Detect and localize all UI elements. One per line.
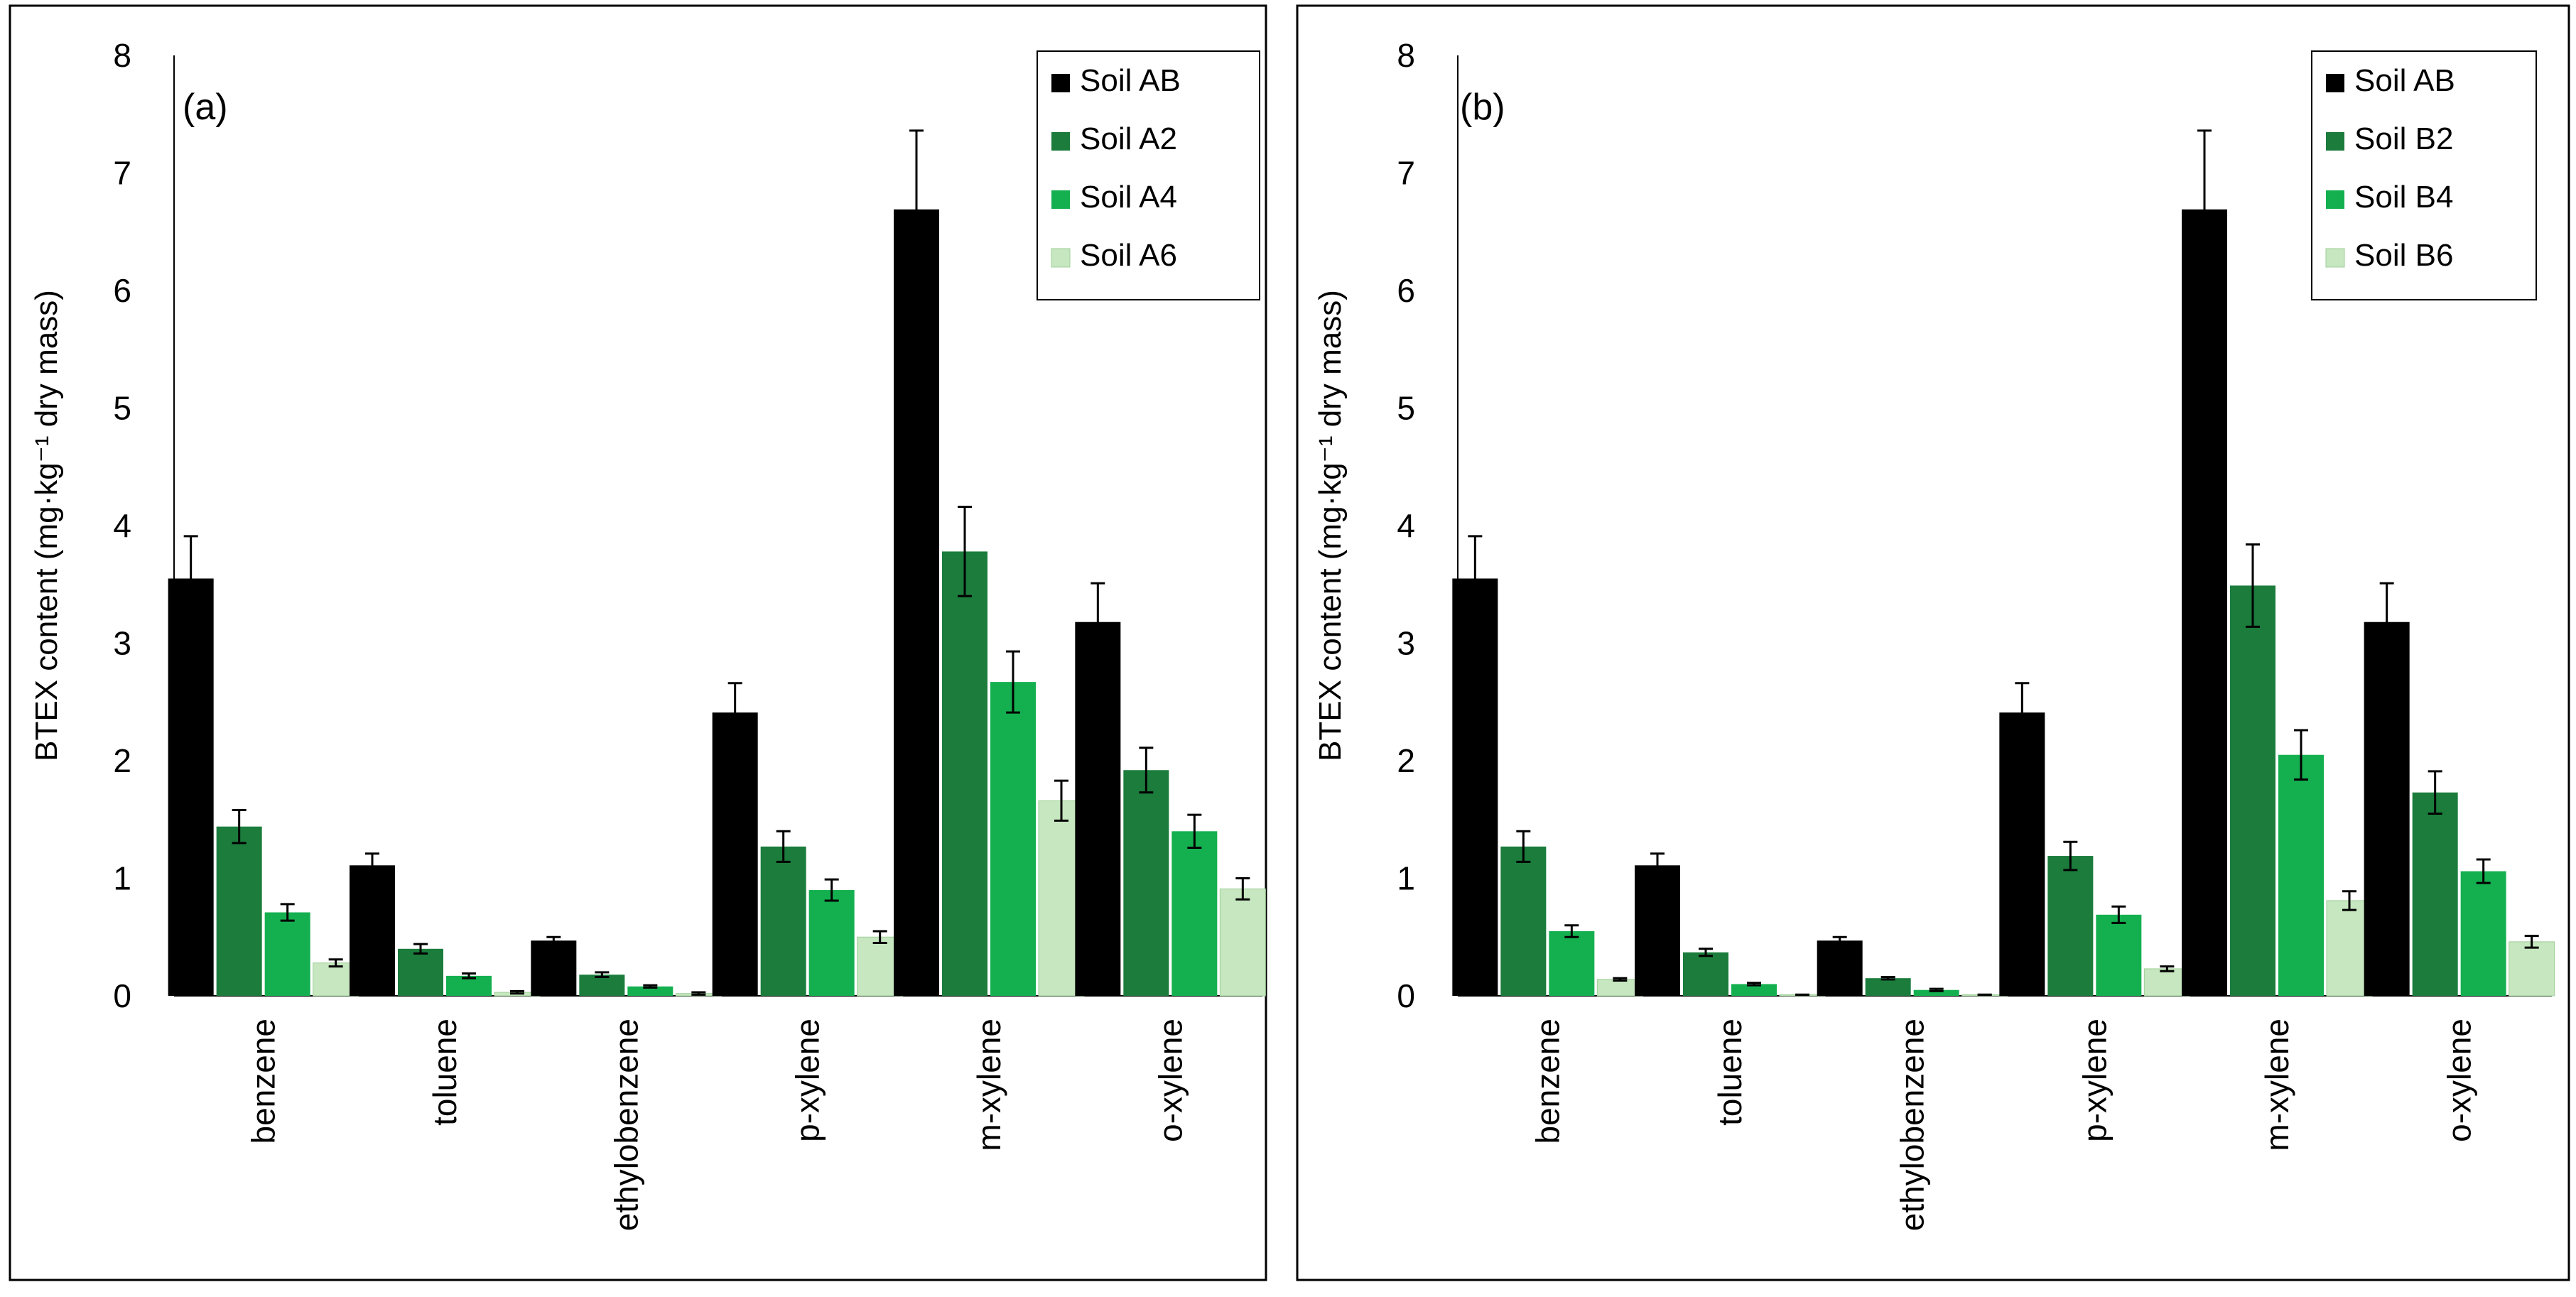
panel-frame: [9, 4, 1267, 1281]
bar: [2047, 856, 2094, 996]
bar: [1123, 770, 1169, 996]
legend-swatch: [2325, 248, 2345, 268]
bar: [1075, 622, 1121, 996]
panel-frame: [1296, 4, 2570, 1281]
bar: [350, 865, 395, 996]
bar: [942, 551, 987, 996]
x-tick-label: toluene: [426, 1019, 463, 1126]
bar: [990, 682, 1036, 996]
x-tick-label: m-xylene: [970, 1019, 1007, 1151]
bar: [1171, 831, 1218, 996]
legend-label: Soil AB: [1080, 63, 1181, 98]
bar: [712, 712, 758, 996]
legend-swatch: [2326, 74, 2344, 92]
legend-label: Soil A2: [1080, 121, 1177, 156]
bar: [531, 940, 577, 996]
legend-box: [1037, 50, 1260, 300]
legend-swatch: [2326, 190, 2344, 209]
legend-label: Soil A6: [1080, 238, 1177, 273]
y-tick-label: 6: [1397, 272, 1415, 309]
y-tick-label: 5: [113, 390, 131, 427]
bar: [1817, 940, 1863, 996]
y-tick-label: 4: [113, 507, 131, 544]
y-tick-label: 6: [113, 272, 131, 309]
y-tick-label: 2: [113, 742, 131, 779]
x-tick-label: ethylobenzene: [1894, 1019, 1931, 1231]
bar: [1999, 712, 2045, 996]
y-tick-label: 2: [1397, 742, 1415, 779]
bar: [1865, 978, 1911, 996]
legend-label: Soil B6: [2354, 238, 2453, 273]
bar: [760, 846, 806, 996]
y-axis-label: BTEX content (mg·kg⁻¹ dry mass): [1313, 290, 1348, 761]
bar: [2460, 871, 2506, 996]
bar: [1683, 952, 1728, 996]
y-tick-label: 8: [1397, 37, 1415, 74]
bar: [627, 986, 673, 996]
panel-label: (a): [183, 87, 228, 128]
x-tick-label: o-xylene: [1152, 1019, 1189, 1142]
legend-swatch: [2326, 132, 2344, 151]
bar: [2230, 585, 2275, 996]
y-tick-label: 3: [1397, 625, 1415, 662]
bar: [1549, 930, 1595, 996]
legend-label: Soil AB: [2354, 63, 2455, 98]
y-tick-label: 5: [1397, 390, 1415, 427]
legend-swatch: [1051, 248, 1071, 268]
x-tick-label: toluene: [1711, 1019, 1748, 1126]
bar: [894, 209, 939, 997]
y-tick-label: 8: [113, 37, 131, 74]
y-tick-label: 7: [113, 155, 131, 192]
bar: [808, 890, 855, 996]
y-tick-label: 0: [113, 977, 131, 1014]
bar: [1452, 578, 1498, 996]
bar: [264, 912, 310, 996]
x-tick-label: ethylobenzene: [607, 1019, 644, 1231]
y-axis-label: BTEX content (mg·kg⁻¹ dry mass): [29, 290, 64, 761]
bar: [398, 948, 443, 996]
bar: [216, 826, 262, 996]
legend-swatch: [1051, 132, 1070, 151]
x-tick-label: p-xylene: [789, 1019, 826, 1142]
legend-box: [2311, 50, 2537, 300]
legend-label: Soil B2: [2354, 121, 2453, 156]
bar: [1635, 865, 1680, 996]
bar: [1731, 984, 1777, 996]
y-tick-label: 3: [113, 625, 131, 662]
bar: [1913, 989, 1959, 996]
x-tick-label: benzene: [245, 1019, 282, 1144]
x-tick-label: p-xylene: [2076, 1019, 2113, 1142]
chart-panel-a: 0 1 2 3 4 5 6 7 8 BTEX content (mg·kg⁻¹ dry mass)…: [9, 4, 1267, 1281]
legend-swatch: [1051, 190, 1070, 209]
bar: [2509, 941, 2555, 997]
bar: [579, 975, 625, 996]
bar: [1500, 846, 1547, 996]
bar: [2096, 914, 2142, 996]
bar: [2182, 209, 2227, 997]
x-tick-label: o-xylene: [2441, 1019, 2478, 1142]
y-tick-label: 1: [113, 860, 131, 897]
y-tick-label: 1: [1397, 860, 1415, 897]
panel-label: (b): [1460, 87, 1505, 128]
chart-panel-b: 0 1 2 3 4 5 6 7 8 BTEX content (mg·kg⁻¹ dry mass)…: [1296, 4, 2570, 1281]
bar: [1219, 888, 1266, 997]
legend-label: Soil B4: [2354, 180, 2453, 215]
bar: [2412, 792, 2458, 996]
legend-swatch: [1051, 74, 1070, 92]
bar: [2278, 754, 2324, 996]
legend-label: Soil A4: [1080, 180, 1177, 215]
bar: [168, 578, 214, 996]
y-tick-label: 0: [1397, 977, 1415, 1014]
y-tick-label: 7: [1397, 155, 1415, 192]
y-tick-label: 4: [1397, 507, 1415, 544]
bar: [2364, 622, 2410, 996]
x-tick-label: m-xylene: [2258, 1019, 2295, 1151]
x-tick-label: benzene: [1529, 1019, 1566, 1144]
